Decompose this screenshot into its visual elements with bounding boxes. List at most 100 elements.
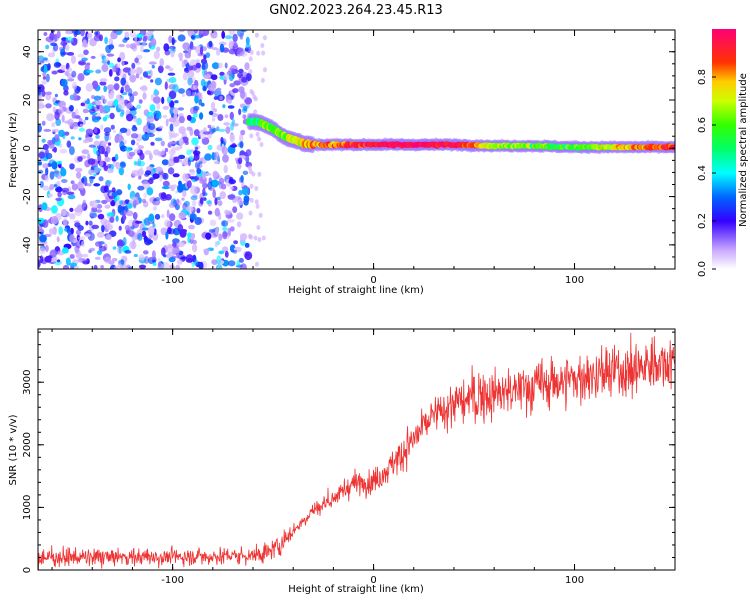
noise-cell [63,90,69,96]
noise-cell [165,118,169,127]
noise-cell [202,69,206,77]
noise-cell [108,142,112,146]
noise-cell [45,167,49,176]
noise-cell [169,264,175,269]
noise-cell [98,245,107,252]
noise-cell [202,46,207,52]
noise-cell [238,68,244,74]
noise-cell [110,90,115,96]
noise-cell [178,211,187,220]
noise-cell [183,200,190,207]
noise-cell [183,59,188,65]
noise-cell [238,86,245,94]
noise-cell [136,104,142,109]
noise-cell [168,35,173,44]
noise-cell [96,209,103,213]
noise-cell [76,171,82,179]
noise-cell [51,70,58,75]
noise-cell [156,102,161,110]
noise-cell [207,124,212,129]
noise-cell [162,105,170,110]
noise-cell [161,247,166,256]
noise-cell [42,185,49,191]
noise-cell [257,171,262,177]
noise-cell [219,95,223,101]
colorbar-ticks: 0.0 0.2 0.4 0.6 0.8 [697,69,716,277]
noise-cell [128,230,135,237]
noise-cell [177,183,184,193]
noise-cell [62,218,68,227]
noise-cell [39,180,44,188]
noise-cell [172,83,179,93]
noise-cell [139,76,143,81]
spectrogram-axes: -100 0 100 -40 -20 0 20 40 [22,30,675,286]
noise-cell [195,45,202,54]
noise-cell [225,210,232,215]
noise-cell [89,212,97,219]
noise-cell [91,101,97,105]
noise-cell [119,51,126,61]
noise-cell [150,79,154,83]
noise-cell [218,62,223,69]
noise-cell [60,78,68,87]
noise-cell [118,245,122,254]
noise-cell [244,242,250,248]
noise-cell [52,128,60,133]
noise-cell [96,204,103,209]
noise-cell [238,189,243,196]
noise-cell [103,185,109,193]
noise-cell [44,175,49,182]
noise-cell [222,104,226,109]
noise-cell [129,93,135,103]
noise-cell [42,143,49,151]
noise-cell [211,259,219,265]
noise-cell [117,263,122,268]
noise-cell [105,146,111,154]
noise-cell [58,107,64,115]
noise-cell [236,199,244,206]
noise-cell [214,88,222,98]
noise-cell [142,125,150,134]
noise-cell [181,197,185,201]
noise-cell [190,185,197,195]
noise-cell [249,133,254,139]
noise-cell [178,30,185,33]
noise-cell [182,173,189,182]
noise-cell [48,140,55,149]
noise-cell [99,78,108,82]
noise-cell [237,157,243,165]
noise-cell [214,241,218,248]
noise-cell [203,248,211,252]
noise-cell [193,30,198,34]
noise-cell [177,241,185,248]
noise-cell [38,124,42,133]
noise-cell [239,141,244,149]
noise-cell [198,30,203,39]
noise-cell [224,114,229,119]
noise-cell [256,50,261,56]
noise-cell [239,133,244,143]
noise-cell [216,196,221,201]
noise-cell [240,175,244,183]
noise-cell [189,155,194,162]
noise-cell [257,237,262,243]
noise-cell [207,210,213,215]
noise-cell [45,93,52,101]
noise-cell [227,194,236,199]
noise-cell [154,77,162,86]
noise-cell [75,240,81,249]
noise-cell [160,140,165,147]
noise-cell [193,153,200,162]
noise-cell [155,113,162,120]
noise-cell [202,61,209,71]
noise-cell [97,231,105,238]
noise-cell [59,148,68,154]
noise-cell [105,233,112,241]
noise-cell [222,154,229,163]
noise-cell [43,32,48,36]
noise-cell [38,151,45,159]
noise-cell [158,262,162,267]
noise-cell [138,99,143,104]
noise-cell [219,71,225,77]
